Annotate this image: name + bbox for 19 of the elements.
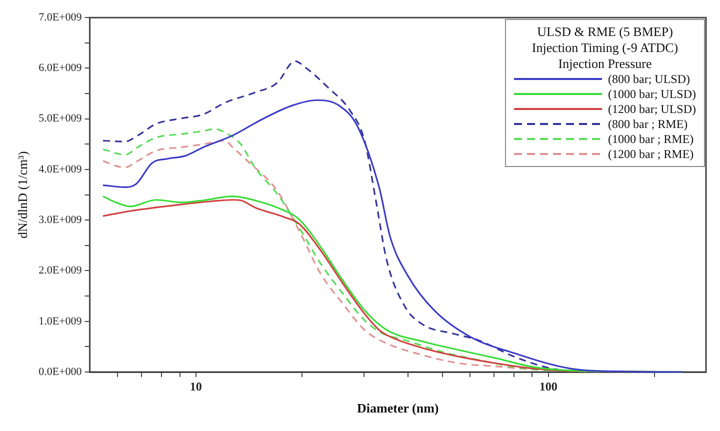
y-tick-label: 2.0E+009 xyxy=(38,264,82,277)
legend-label: (1200 bar; ULSD) xyxy=(608,102,696,117)
y-tick-label: 1.0E+009 xyxy=(38,315,82,328)
y-tick-label: 6.0E+009 xyxy=(38,62,82,74)
legend-label: (1000 bar ; RME) xyxy=(608,132,694,147)
y-tick-label: 7.0E+009 xyxy=(38,11,82,24)
y-tick-label: 0.0E+000 xyxy=(38,366,82,378)
y-axis-title: dN/dlnD (1/cm³) xyxy=(15,151,30,238)
legend-title: ULSD & RME (5 BMEP) Injection Timing (-9 ATDC) Injection Pressure xyxy=(530,24,680,72)
x-tick-label: 100 xyxy=(539,379,558,394)
x-axis-title: Diameter (nm) xyxy=(357,400,439,416)
legend-label: (1200 bar ; RME) xyxy=(608,146,694,162)
x-tick-label: 10 xyxy=(190,379,202,394)
legend-label: (1000 bar; ULSD) xyxy=(608,86,696,102)
legend-label: (800 bar ; RME) xyxy=(608,116,688,132)
legend-label: (800 bar; ULSD) xyxy=(608,72,690,87)
y-tick-label: 4.0E+009 xyxy=(38,163,82,176)
y-tick-label: 5.0E+009 xyxy=(38,112,82,125)
y-tick-label: 3.0E+009 xyxy=(38,214,82,226)
